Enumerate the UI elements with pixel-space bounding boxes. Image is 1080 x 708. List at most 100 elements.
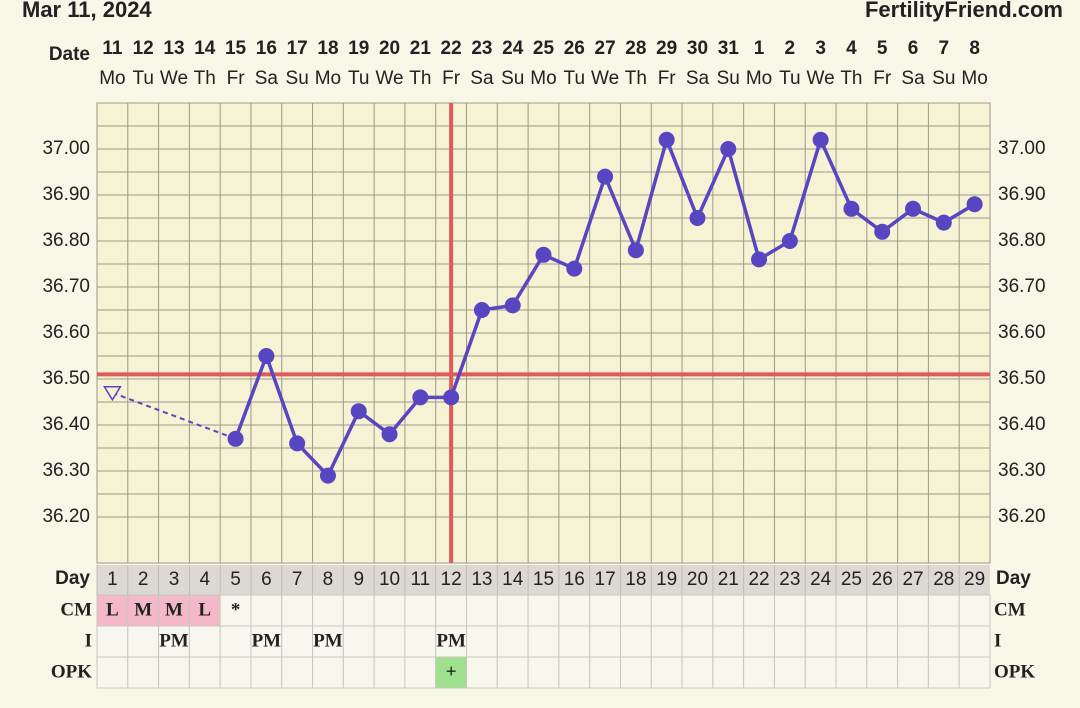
row-cell (927, 656, 960, 689)
date: 3 (815, 38, 826, 59)
date: 27 (595, 38, 616, 59)
row-cell (927, 625, 960, 658)
date: 23 (471, 38, 492, 59)
row-cell (681, 594, 714, 627)
row-cell (312, 656, 344, 689)
weekday: Mo (530, 68, 556, 89)
row-cell (958, 625, 991, 658)
cycle-day: 22 (748, 569, 769, 590)
row-cell (866, 625, 899, 658)
date: 28 (625, 38, 646, 59)
row-cell (712, 594, 745, 627)
temperature-point (443, 389, 460, 406)
row-value: M (165, 599, 183, 620)
cycle-day: 25 (841, 569, 862, 590)
row-cell (866, 594, 899, 627)
row-cell (619, 656, 652, 689)
row-cell (743, 656, 775, 689)
temperature-point (350, 403, 367, 420)
row-cell (804, 656, 837, 689)
date: 5 (877, 38, 888, 59)
row-cell (373, 594, 406, 627)
cycle-day: 9 (353, 569, 364, 590)
y-tick-label-right: 36.70 (998, 276, 1046, 297)
row-cell (127, 625, 160, 658)
temperature-point (289, 435, 306, 452)
weekday: Su (932, 68, 955, 89)
y-tick-label: 36.90 (42, 184, 90, 205)
date: 2 (785, 38, 796, 59)
weekday: Mo (746, 68, 772, 89)
row-value: PM (436, 630, 466, 651)
weekday: We (807, 68, 835, 89)
row-cell (96, 625, 129, 658)
row-cell (558, 625, 591, 658)
cycle-day: 4 (199, 569, 210, 590)
y-tick-label-right: 36.60 (998, 322, 1046, 343)
row-cell (897, 656, 929, 689)
weekday: Mo (99, 68, 125, 89)
row-cell (743, 594, 775, 627)
temperature-point (473, 302, 490, 318)
weekday: Tu (348, 68, 369, 89)
temperature-point (905, 200, 922, 217)
row-cell (435, 656, 468, 689)
row-label-right: CM (994, 599, 1026, 620)
row-cell (589, 594, 621, 627)
row-value: M (134, 599, 152, 620)
row-cell (589, 656, 621, 689)
temperature-point (535, 246, 552, 263)
cycle-day: 15 (533, 569, 554, 590)
cycle-day: 18 (625, 569, 646, 590)
row-cell (312, 625, 344, 658)
weekday: Th (409, 68, 431, 89)
weekday: Sa (255, 68, 279, 89)
row-cell (835, 625, 868, 658)
row-cell (219, 625, 252, 658)
weekday: Su (717, 68, 740, 89)
y-tick-label: 37.00 (42, 138, 90, 159)
row-cell (342, 656, 375, 689)
weekday: We (591, 68, 619, 89)
cycle-day: 28 (933, 569, 954, 590)
date: 24 (502, 38, 524, 59)
row-cell (619, 594, 652, 627)
weekday: Tu (779, 68, 800, 89)
row-cell (496, 625, 529, 658)
row-cell (188, 625, 221, 658)
cycle-day: 7 (292, 569, 303, 590)
y-tick-label: 36.60 (42, 322, 90, 343)
y-tick-label-right: 36.80 (998, 230, 1046, 251)
y-tick-label-right: 36.40 (998, 414, 1046, 435)
temperature-point (658, 131, 675, 148)
row-cell (897, 594, 929, 627)
row-value: + (446, 661, 457, 682)
row-cell (435, 625, 468, 658)
weekday: Tu (132, 68, 153, 89)
temperature-point (258, 348, 275, 364)
date: 14 (194, 38, 216, 59)
row-cell (558, 594, 591, 627)
row-label-right: OPK (994, 661, 1035, 682)
row-cell (342, 594, 375, 627)
y-tick-label-right: 36.50 (998, 368, 1046, 389)
cycle-day: 6 (261, 569, 272, 590)
row-cell (250, 594, 283, 627)
row-cell (527, 656, 560, 689)
weekday: Sa (470, 68, 494, 89)
row-value: PM (159, 630, 189, 651)
weekday: Sa (686, 68, 710, 89)
row-cell (681, 625, 714, 658)
temperature-point (781, 233, 798, 249)
row-cell (773, 594, 806, 627)
cycle-day: 5 (230, 569, 241, 590)
y-tick-label: 36.70 (42, 276, 90, 297)
row-cell (804, 625, 837, 658)
day-label-right: Day (996, 568, 1031, 589)
y-tick-label-right: 36.90 (998, 184, 1046, 205)
day-row (97, 565, 990, 595)
weekday: Mo (315, 68, 341, 89)
y-tick-label-right: 37.00 (998, 138, 1046, 159)
date: 7 (939, 38, 950, 59)
